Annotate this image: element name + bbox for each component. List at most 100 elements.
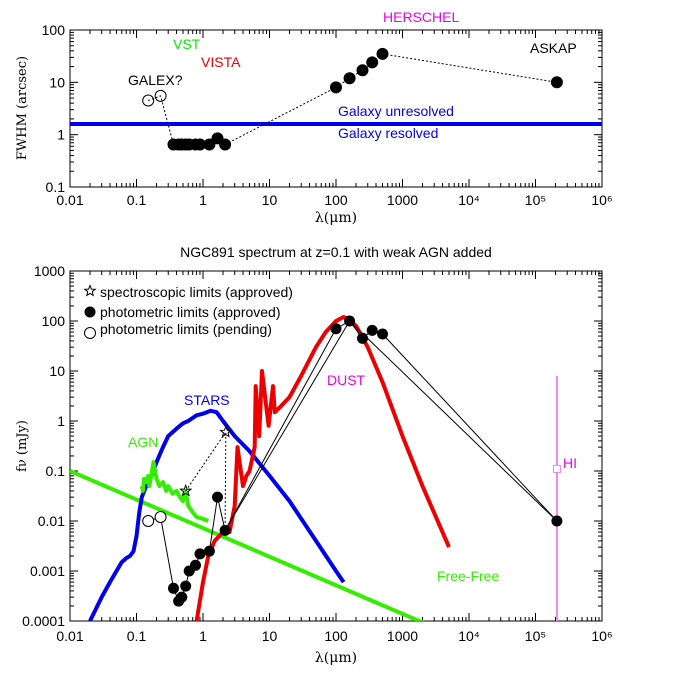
y-tick-label: 100	[42, 22, 66, 38]
photometric-approved-point	[219, 524, 231, 536]
photometric-approved-point	[344, 315, 356, 327]
y-tick-label: 0.1	[46, 463, 66, 479]
galex-label: GALEX?	[128, 72, 183, 88]
top-data-points	[142, 47, 563, 151]
sed-chart: NGC891 spectrum at z=0.1 with weak AGN a…	[15, 244, 613, 666]
y-tick-label: 10	[49, 74, 65, 90]
x-tick-label: 0.1	[127, 192, 147, 208]
x-tick-label: 0.01	[56, 192, 83, 208]
y-tick-label: 100	[42, 313, 66, 329]
x-tick-label: 10⁶	[591, 192, 612, 208]
x-tick-label: 10⁶	[591, 628, 612, 644]
photometric-approved-point	[168, 582, 179, 594]
spectroscopic-connector	[185, 430, 227, 531]
photometric-approved-point	[190, 559, 201, 571]
galaxy-resolved-label: Galaxy resolved	[338, 125, 438, 141]
legend-entry-photometric-pending: photometric limits (pending)	[84, 321, 272, 339]
nir-fir-connector	[224, 320, 351, 531]
bottom-data-points	[142, 315, 563, 607]
stars-label: STARS	[184, 392, 230, 408]
vista-label: VISTA	[201, 54, 241, 70]
galaxy-unresolved-label: Galaxy unresolved	[338, 103, 454, 119]
x-tick-label: 1	[199, 192, 207, 208]
hi-label: HI	[563, 455, 577, 471]
y-tick-label: 0.0001	[22, 613, 65, 629]
legend: spectroscopic limits (approved) photomet…	[83, 284, 293, 339]
y-tick-label: 10	[49, 363, 65, 379]
photometric-approved-point	[357, 332, 368, 344]
free-free-label: Free-Free	[437, 568, 499, 584]
askap-connector	[382, 53, 557, 83]
agn-curve	[139, 460, 210, 523]
photometric-approved-point	[180, 580, 192, 592]
data-point	[330, 81, 342, 94]
galex-connector	[148, 95, 174, 145]
legend-star-marker	[83, 284, 97, 297]
hi-marker	[552, 464, 561, 473]
data-point	[356, 64, 369, 77]
photometric-approved-point	[330, 323, 342, 335]
top-plot-frame	[69, 29, 603, 188]
bottom-x-axis-label: λ(μm)	[315, 650, 357, 666]
bottom-y-axis-label: fν (mJy)	[15, 420, 30, 472]
legend-open-circle-marker	[84, 327, 96, 339]
top-y-axis-label: FWHM (arcsec)	[15, 56, 30, 160]
x-tick-label: 10	[262, 628, 278, 644]
pending-data-point	[154, 89, 167, 102]
pending-connector	[148, 516, 174, 589]
data-point	[343, 72, 356, 85]
data-point	[376, 47, 389, 60]
x-tick-label: 1000	[387, 192, 418, 208]
y-tick-label: 1	[57, 413, 65, 429]
spectroscopic-limit-point	[219, 425, 233, 438]
x-tick-label: 10	[262, 192, 278, 208]
x-tick-label: 10⁵	[525, 192, 546, 208]
y-tick-label: 1000	[34, 263, 65, 279]
y-tick-label: 0.01	[38, 513, 65, 529]
agn-label: AGN	[128, 434, 158, 450]
legend-entry-spectroscopic: spectroscopic limits (approved)	[83, 284, 293, 300]
data-point	[366, 56, 379, 69]
data-point	[550, 76, 563, 89]
y-tick-label: 0.001	[30, 563, 65, 579]
x-tick-label: 1000	[387, 628, 418, 644]
data-point	[219, 138, 232, 151]
legend-label-spectroscopic: spectroscopic limits (approved)	[100, 284, 293, 300]
stars-curve	[88, 408, 346, 621]
x-tick-label: 100	[324, 192, 348, 208]
x-tick-label: 100	[324, 628, 348, 644]
spectroscopic-limit-point	[179, 484, 193, 497]
photometric-approved-point	[212, 491, 223, 503]
nir-fir-connector	[224, 328, 337, 531]
pending-data-point	[142, 94, 155, 107]
legend-label-photometric-pending: photometric limits (pending)	[100, 321, 272, 337]
legend-label-photometric-approved: photometric limits (approved)	[100, 304, 281, 320]
legend-entry-photometric-approved: photometric limits (approved)	[84, 304, 281, 320]
dust-curve	[194, 315, 451, 621]
photometric-pending-point	[154, 511, 167, 523]
vst-label: VST	[173, 36, 201, 52]
bottom-x-ticks: 0.01 0.1 1 10 100 1000 10⁴ 10⁵ 10⁶	[56, 271, 613, 644]
legend-filled-circle-marker	[84, 306, 96, 318]
data-point	[203, 138, 216, 151]
top-y-ticks: 0.1 1 10 100	[42, 22, 602, 195]
x-tick-label: 0.01	[56, 628, 83, 644]
photometric-approved-point	[194, 548, 206, 560]
free-free-curve	[70, 469, 425, 621]
y-tick-label: 0.1	[46, 179, 66, 195]
nir-to-fir-connector	[224, 86, 337, 145]
photometric-pending-point	[142, 515, 155, 527]
photometric-approved-point	[377, 328, 388, 340]
y-tick-label: 1	[57, 127, 65, 143]
herschel-label: HERSCHEL	[383, 9, 459, 25]
sed-chart-title: NGC891 spectrum at z=0.1 with weak AGN a…	[180, 244, 492, 260]
photometric-approved-point	[366, 324, 378, 336]
askap-label: ASKAP	[530, 40, 577, 56]
x-tick-label: 10⁴	[458, 192, 480, 208]
photometric-approved-point	[551, 515, 563, 527]
dust-label: DUST	[327, 372, 366, 388]
fir-radio-connector	[349, 320, 558, 522]
x-tick-label: 1	[199, 628, 207, 644]
x-tick-label: 0.1	[127, 628, 147, 644]
